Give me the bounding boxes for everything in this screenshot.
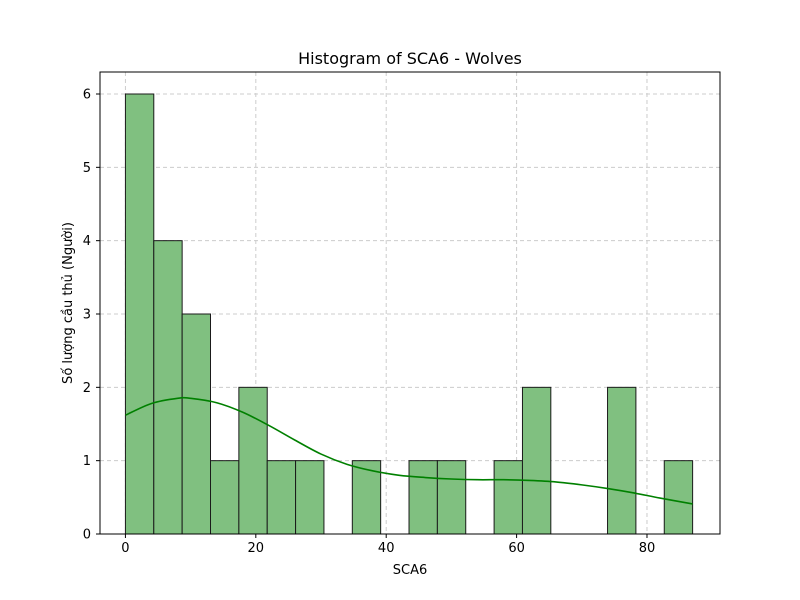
histogram-bar xyxy=(124,93,155,535)
axis-ticks: 0 20 40 60 80 0 1 2 3 4 5 6 xyxy=(83,88,656,557)
histogram-bar xyxy=(153,240,183,535)
x-tick-label: 40 xyxy=(378,541,395,556)
x-tick-label: 60 xyxy=(508,541,525,556)
y-axis-label: Số lượng cầu thủ (Người) xyxy=(61,222,76,384)
x-tick-label: 20 xyxy=(248,541,265,556)
histogram-bar xyxy=(295,460,325,535)
y-tick-label: 4 xyxy=(83,234,91,249)
histogram-bar xyxy=(607,386,637,535)
x-tick-label: 80 xyxy=(639,541,656,556)
kde-line xyxy=(125,396,693,505)
histogram-bar xyxy=(663,460,694,535)
histogram-bar xyxy=(521,386,552,535)
histogram-bar xyxy=(181,313,212,535)
y-tick-label: 3 xyxy=(83,308,91,323)
histogram-bar xyxy=(493,460,523,535)
y-tick-label: 0 xyxy=(83,528,91,543)
plot-frame xyxy=(99,71,721,535)
histogram-bar xyxy=(266,460,297,535)
histogram-bar xyxy=(210,460,240,535)
chart-title: Histogram of SCA6 - Wolves xyxy=(298,49,522,68)
y-tick-label: 1 xyxy=(83,454,91,469)
y-tick-label: 5 xyxy=(83,161,91,176)
histogram-bar xyxy=(238,386,268,535)
histogram-bar xyxy=(408,460,438,535)
y-tick-label: 2 xyxy=(83,381,91,396)
x-tick-label: 0 xyxy=(121,541,129,556)
y-tick-label: 6 xyxy=(83,88,91,103)
histogram-bar xyxy=(436,460,467,535)
x-axis-label: SCA6 xyxy=(393,563,428,578)
histogram-bars xyxy=(124,93,694,535)
kde-curve-group xyxy=(125,396,693,505)
histogram-bar xyxy=(351,460,382,535)
